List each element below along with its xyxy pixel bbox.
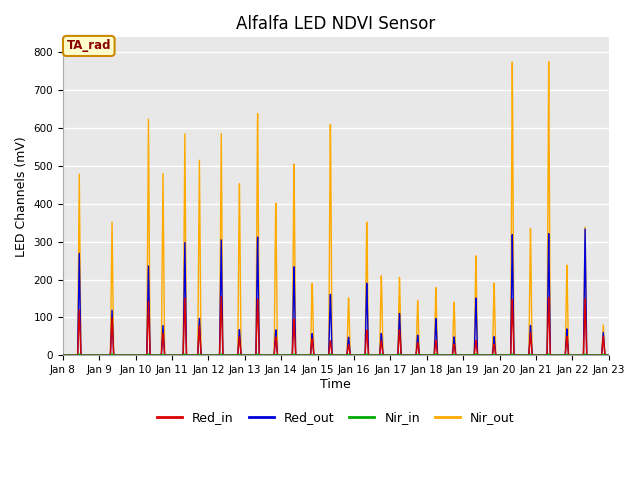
- Line: Nir_out: Nir_out: [63, 62, 609, 355]
- Red_in: [218, 294, 225, 300]
- Nir_in: [292, 352, 300, 358]
- Red_in: [292, 352, 300, 358]
- Red_in: [59, 352, 67, 358]
- Nir_out: [595, 352, 602, 358]
- Nir_in: [122, 352, 129, 358]
- Nir_in: [59, 352, 67, 358]
- Nir_in: [536, 352, 543, 358]
- Line: Red_in: Red_in: [63, 297, 609, 355]
- Legend: Red_in, Red_out, Nir_in, Nir_out: Red_in, Red_out, Nir_in, Nir_out: [152, 406, 520, 429]
- Nir_out: [536, 352, 543, 358]
- Line: Red_out: Red_out: [63, 229, 609, 355]
- Red_out: [581, 226, 589, 232]
- Red_out: [59, 352, 67, 358]
- Red_in: [122, 352, 129, 358]
- Nir_in: [154, 352, 161, 358]
- Nir_out: [545, 59, 552, 65]
- Red_out: [595, 352, 602, 358]
- Nir_in: [269, 352, 276, 358]
- Nir_in: [595, 352, 602, 358]
- Y-axis label: LED Channels (mV): LED Channels (mV): [15, 136, 28, 257]
- Nir_out: [122, 352, 129, 358]
- Text: TA_rad: TA_rad: [67, 39, 111, 52]
- Red_in: [269, 352, 276, 358]
- Nir_out: [292, 352, 300, 358]
- Red_out: [268, 352, 276, 358]
- Red_out: [605, 352, 612, 358]
- Nir_out: [605, 352, 612, 358]
- Nir_out: [268, 352, 276, 358]
- Red_out: [122, 352, 129, 358]
- Nir_out: [154, 352, 161, 358]
- Red_in: [154, 352, 161, 358]
- X-axis label: Time: Time: [321, 378, 351, 391]
- Red_out: [536, 352, 543, 358]
- Title: Alfalfa LED NDVI Sensor: Alfalfa LED NDVI Sensor: [236, 15, 435, 33]
- Red_in: [605, 352, 612, 358]
- Red_in: [536, 352, 543, 358]
- Red_out: [292, 352, 300, 358]
- Nir_in: [605, 352, 612, 358]
- Line: Nir_in: Nir_in: [63, 354, 609, 355]
- Nir_out: [59, 352, 67, 358]
- Nir_in: [76, 351, 83, 357]
- Red_in: [595, 352, 602, 358]
- Red_out: [154, 352, 161, 358]
